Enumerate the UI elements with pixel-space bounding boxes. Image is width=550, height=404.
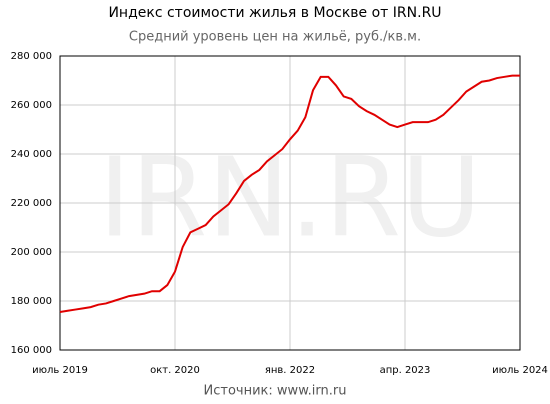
y-tick-label: 280 000 [11, 51, 52, 62]
chart-subtitle: Средний уровень цен на жильё, руб./кв.м. [129, 30, 421, 45]
y-tick-label: 220 000 [11, 198, 52, 209]
plot-frame [59, 55, 521, 351]
chart-title: Индекс стоимости жилья в Москве от IRN.R… [108, 5, 441, 21]
x-tick-label: апр. 2023 [380, 365, 431, 376]
x-tick-label: июль 2024 [492, 365, 548, 376]
y-tick-label: 160 000 [11, 345, 52, 356]
y-tick-label: 260 000 [11, 100, 52, 111]
y-tick-label: 240 000 [11, 149, 52, 160]
x-tick-label: июль 2019 [32, 365, 88, 376]
source: Источник: www.irn.ru [204, 384, 347, 399]
x-tick-label: окт. 2020 [150, 365, 200, 376]
data-line [59, 74, 520, 314]
y-tick-label: 200 000 [11, 247, 52, 258]
x-tick-label: янв. 2022 [265, 365, 315, 376]
y-tick-label: 180 000 [11, 296, 52, 307]
